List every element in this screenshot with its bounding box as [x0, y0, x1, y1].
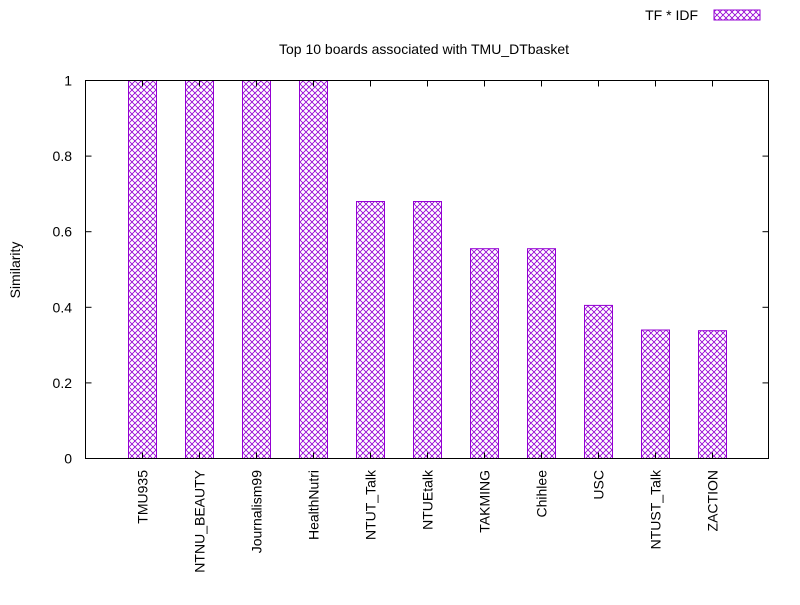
- bar-journalism99: [242, 80, 271, 459]
- x-tick-label: Journalism99: [249, 470, 265, 553]
- bar-takming: [470, 248, 499, 459]
- x-tick-label: HealthNutri: [306, 470, 322, 540]
- y-axis-label: Similarity: [7, 242, 23, 299]
- y-tick-label: 0.8: [53, 148, 73, 164]
- bar-ntust-talk: [641, 329, 670, 459]
- x-tick-label: TMU935: [135, 470, 151, 524]
- plot-area: 0 0.2 0.4 0.6 0.8 1 TMU935 NTNU_BEAUTY Journali…: [53, 73, 769, 573]
- x-tick-label: USC: [591, 470, 607, 500]
- x-tick-label: ZACTION: [705, 470, 721, 531]
- bars: [128, 80, 727, 460]
- bar-zaction: [698, 330, 727, 460]
- chart-title: Top 10 boards associated with TMU_DTbask…: [279, 41, 569, 57]
- legend-label: TF * IDF: [645, 7, 698, 23]
- y-tick-label: 0.2: [53, 375, 73, 391]
- bar-ntnu-beauty: [185, 80, 214, 459]
- x-tick-label: NTUEtalk: [420, 469, 436, 530]
- bar-ntut-talk: [356, 201, 385, 459]
- y-tick-label: 1: [64, 73, 72, 89]
- x-tick-label: TAKMING: [477, 470, 493, 533]
- bar-tmu935: [128, 80, 157, 459]
- x-ticks: TMU935 NTNU_BEAUTY Journalism99 HealthNutri…: [135, 80, 721, 573]
- bar-usc: [584, 304, 613, 459]
- y-tick-label: 0.6: [53, 224, 73, 240]
- x-tick-label: NTNU_BEAUTY: [192, 469, 208, 572]
- legend: TF * IDF: [645, 7, 761, 23]
- bar-chihlee: [527, 248, 556, 459]
- y-tick-label: 0.4: [53, 299, 73, 315]
- legend-swatch: [713, 9, 761, 21]
- bar-healthnutri: [299, 80, 328, 459]
- y-ticks: 0 0.2 0.4 0.6 0.8 1: [53, 73, 769, 467]
- bar-ntuetalk: [413, 201, 442, 459]
- x-tick-label: Chihlee: [534, 470, 550, 518]
- y-tick-label: 0: [64, 451, 72, 467]
- plot-frame: [85, 80, 769, 459]
- x-tick-label: NTUT_Talk: [363, 469, 379, 540]
- x-tick-label: NTUST_Talk: [648, 469, 664, 549]
